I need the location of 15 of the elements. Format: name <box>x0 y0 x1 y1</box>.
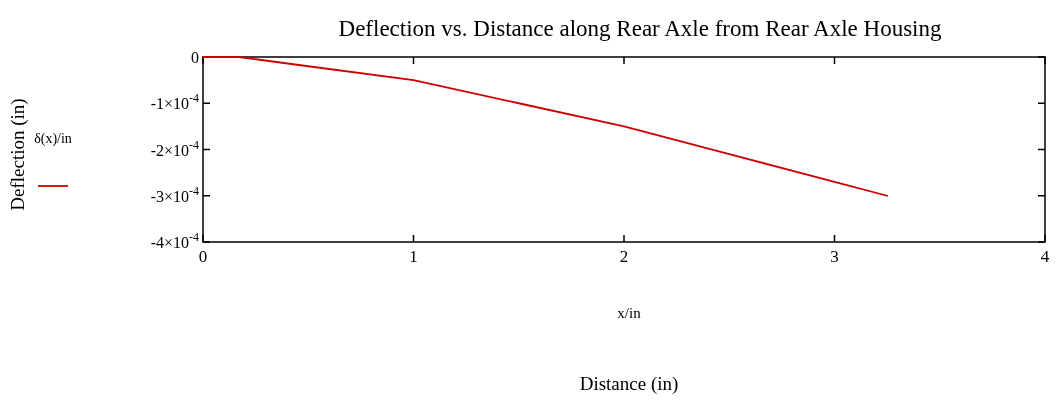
line-series <box>202 56 889 197</box>
x-tick-label: 2 <box>619 247 629 266</box>
text: δ(x)/in <box>34 130 72 147</box>
text: Distance (in) <box>579 373 679 395</box>
chart-title: Deflection vs. Distance along Rear Axle from Rear Axle Housing <box>338 16 942 41</box>
y-tick-label: 0 <box>191 49 199 66</box>
x-tick-label: 1 <box>409 247 418 266</box>
y-tick-label: -2×10$^{-4}$ <box>150 137 199 159</box>
y-tick-label: -1×10$^{-4}$ <box>150 91 199 113</box>
x-tick-label: 3 <box>830 247 839 266</box>
y-tick-label: -4×10$^{-4}$ <box>150 230 199 251</box>
y-tick-label: -3×10$^{-4}$ <box>150 183 199 205</box>
x-axis-title: x/in <box>617 305 642 321</box>
text: Deflection (in) <box>7 98 29 211</box>
x-tick-label: 4 <box>1040 247 1050 266</box>
